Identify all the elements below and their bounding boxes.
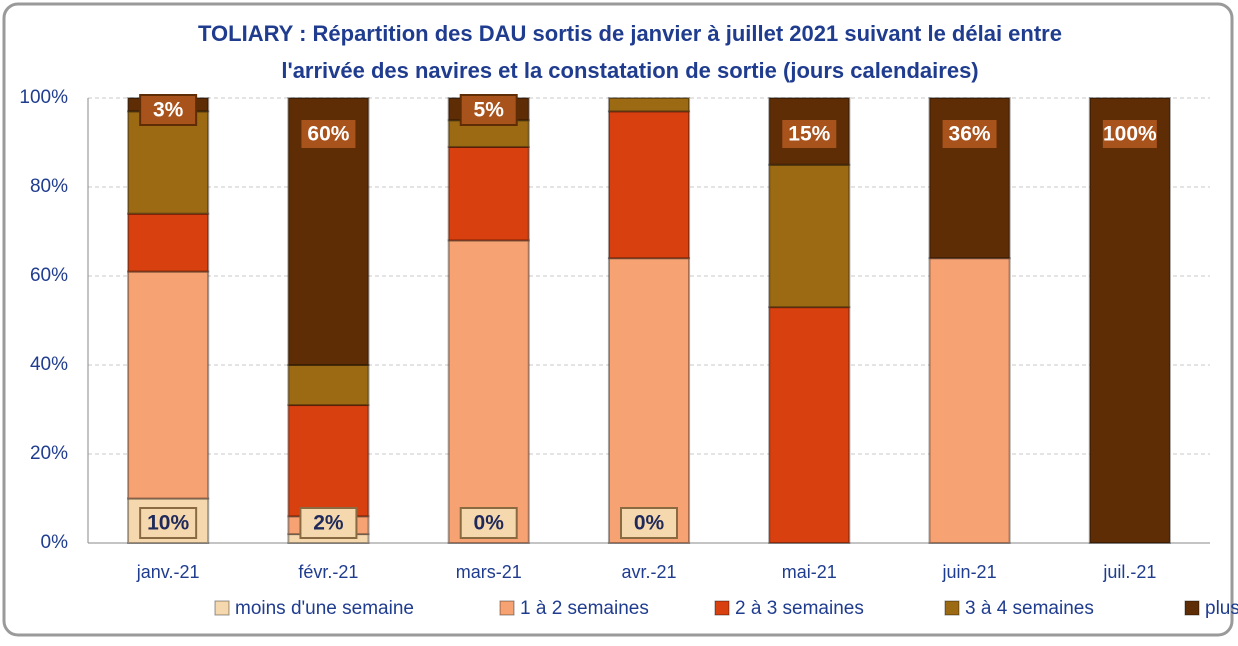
data-label: 60% [307,123,349,146]
label-box [139,94,198,126]
chart-title: TOLIARY : Répartition des DAU sortis de … [198,21,1062,46]
y-tick-label: 0% [41,532,69,553]
label-box [299,507,358,539]
data-label: 0% [474,512,505,535]
label-box [940,118,999,150]
x-tick-label: mai-21 [782,562,837,582]
data-label: 0% [634,512,665,535]
x-tick-label: juil.-21 [1102,562,1156,582]
legend-swatch [714,600,730,616]
bar-segment [287,404,370,518]
data-label: 5% [474,99,505,122]
bar-segment [127,110,210,215]
legend-label: 3 à 4 semaines [965,598,1094,619]
legend-swatch [214,600,230,616]
label-box [620,507,678,539]
label-box [1100,118,1159,150]
bar-segment [127,270,210,500]
legend-label: 2 à 3 semaines [735,598,864,619]
bar-segment [1088,97,1171,544]
data-label: 36% [949,123,991,146]
y-tick-label: 80% [30,176,68,197]
legend-swatch [944,600,960,616]
bar-segment [127,212,210,273]
bar-segment [607,97,691,113]
label-box [459,507,518,539]
bar-segment [768,163,851,309]
y-tick-label: 20% [30,443,68,464]
x-tick-label: mars-21 [456,562,522,582]
label-box [139,507,198,539]
bar-segment [447,145,530,242]
data-label: 2% [313,512,344,535]
label-box [780,118,839,150]
x-tick-label: janv.-21 [136,562,200,582]
x-tick-label: juin-21 [942,562,997,582]
x-tick-label: févr.-21 [298,562,358,582]
label-box [299,118,358,150]
data-label: 3% [153,99,184,122]
x-tick-label: avr.-21 [621,562,676,582]
legend-label: moins d'une semaine [235,598,414,619]
legend-label: 1 à 2 semaines [520,598,649,619]
data-label: 15% [788,123,830,146]
legend-swatch [1184,600,1200,616]
y-tick-label: 40% [30,354,68,375]
chart-subtitle: l'arrivée des navires et la constatation… [281,58,978,83]
bar-segment [607,110,691,260]
legend-swatch [499,600,515,616]
y-tick-label: 60% [30,265,68,286]
label-box [459,94,518,126]
y-tick-label: 100% [19,87,68,108]
data-label: 10% [147,512,189,535]
bar-segment [607,257,691,544]
bar-segment [287,364,370,407]
bar-segment [447,239,530,544]
bar-segment [768,306,851,544]
bar-segment [928,257,1011,544]
legend-label: plus de 4 semaines [1205,598,1238,619]
data-label: 100% [1103,123,1157,146]
